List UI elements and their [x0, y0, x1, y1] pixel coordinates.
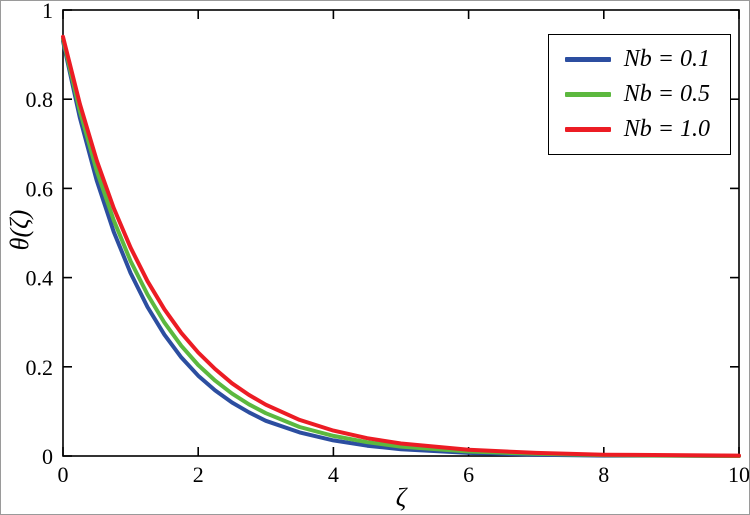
- legend-line-swatch: [564, 92, 611, 97]
- y-tick-label: 0: [42, 444, 53, 469]
- legend-item: Nb = 0.1: [564, 44, 710, 75]
- y-tick-label: 0.2: [26, 355, 54, 380]
- legend-label: Nb = 0.1: [623, 46, 710, 72]
- x-tick-label: 10: [728, 462, 749, 487]
- legend-item: Nb = 0.5: [564, 79, 710, 110]
- y-tick-label: 0.8: [26, 87, 54, 112]
- axis-box: [62, 9, 740, 457]
- x-tick-label: 2: [193, 462, 204, 487]
- x-tick-label: 8: [598, 462, 609, 487]
- y-axis-label: θ(ζ): [5, 209, 34, 251]
- y-tick-label: 1: [42, 1, 53, 23]
- legend-line-swatch: [564, 127, 611, 132]
- legend-line-swatch: [564, 57, 611, 62]
- x-tick-label: 0: [58, 462, 69, 487]
- x-axis-label: ζ: [395, 483, 407, 512]
- legend-label: Nb = 0.5: [623, 81, 710, 107]
- x-tick-label: 6: [463, 462, 474, 487]
- legend: Nb = 0.1 Nb = 0.5 Nb = 1.0: [547, 34, 731, 155]
- legend-item: Nb = 1.0: [564, 114, 710, 145]
- series-line: [61, 34, 741, 458]
- y-tick-label: 0.6: [26, 176, 54, 201]
- legend-label: Nb = 1.0: [623, 116, 710, 142]
- y-tick-label: 0.4: [26, 266, 54, 291]
- x-tick-label: 4: [328, 462, 339, 487]
